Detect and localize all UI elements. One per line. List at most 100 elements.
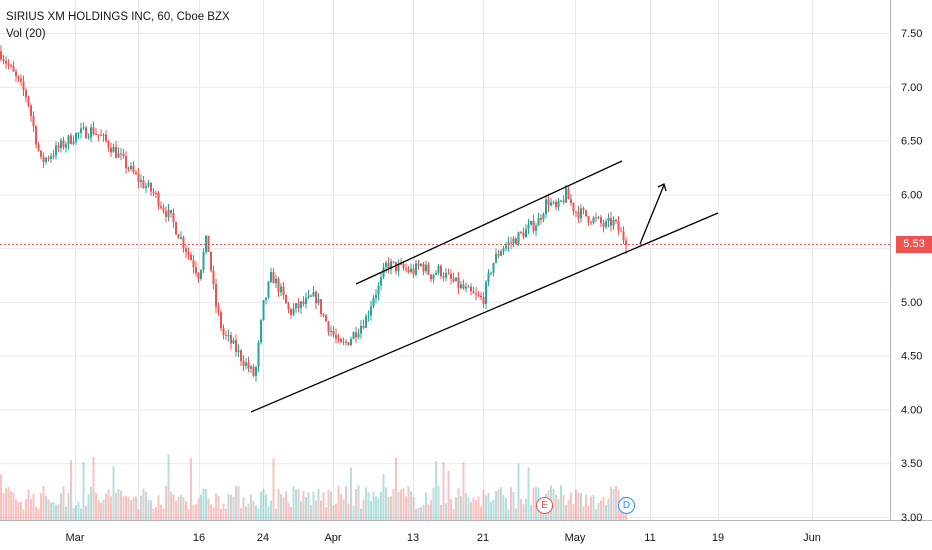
volume-bar	[505, 498, 507, 520]
volume-bar	[220, 508, 222, 520]
candle-body	[305, 297, 307, 304]
volume-bar	[210, 504, 212, 520]
volume-bar	[417, 507, 420, 520]
y-tick-label: 5.00	[901, 297, 922, 309]
candle-body	[452, 278, 455, 282]
volume-bar	[525, 498, 527, 520]
candle-body	[105, 134, 107, 142]
volume-bar	[87, 494, 90, 520]
volume-bar	[20, 501, 22, 520]
x-tick-label: 16	[193, 532, 205, 544]
candle-body	[272, 271, 275, 284]
volume-bar	[265, 494, 267, 520]
volume-bar	[175, 500, 177, 520]
candle-body	[335, 334, 337, 339]
candle-body	[77, 132, 80, 134]
volume-bar	[212, 507, 215, 520]
candle-body	[2, 59, 5, 61]
candle-body	[240, 350, 242, 361]
volume-bar	[407, 486, 410, 520]
candle-body	[227, 335, 230, 337]
candle-body	[17, 76, 20, 79]
candle-body	[477, 294, 480, 296]
y-tick-label: 6.50	[901, 136, 922, 148]
volume-bar	[30, 498, 32, 520]
volume-bar	[267, 506, 270, 520]
volume-bar	[217, 495, 220, 520]
volume-bar	[242, 497, 245, 520]
candle-body	[350, 338, 352, 345]
candle-body	[237, 350, 240, 352]
volume-bar	[70, 460, 72, 520]
volume-bar	[182, 497, 185, 520]
volume-bar	[337, 485, 340, 520]
volume-bar	[315, 500, 317, 520]
candle-body	[437, 265, 440, 273]
candle-body	[47, 157, 50, 159]
candle-body	[197, 273, 200, 279]
candle-body	[317, 299, 320, 304]
candle-body	[410, 268, 412, 273]
volume-bar	[305, 497, 307, 520]
candle-body	[547, 199, 550, 206]
volume-bar	[572, 504, 575, 520]
earnings-event-marker[interactable]: E	[536, 497, 553, 514]
volume-bar	[287, 503, 290, 520]
volume-bar	[155, 507, 157, 520]
candle-body	[117, 153, 120, 158]
volume-bar	[575, 489, 577, 520]
candle-body	[347, 342, 350, 345]
dividend-event-marker[interactable]: D	[618, 497, 635, 514]
volume-bar	[495, 491, 497, 520]
candle-body	[167, 209, 170, 217]
volume-bar	[520, 498, 522, 520]
candle-body	[575, 211, 577, 213]
volume-bar	[522, 504, 525, 520]
volume-indicator-label[interactable]: Vol (20)	[6, 28, 46, 40]
volume-bar	[397, 492, 400, 520]
volume-bar	[152, 508, 155, 520]
y-tick-label: 3.00	[901, 512, 922, 524]
volume-bar	[207, 498, 210, 520]
volume-bar	[395, 457, 397, 520]
candle-body	[5, 60, 7, 64]
volume-bar	[327, 489, 330, 520]
candle-body	[562, 200, 565, 203]
volume-bar	[137, 508, 140, 520]
volume-bar	[587, 506, 590, 520]
candle-body	[565, 188, 567, 203]
candle-body	[357, 333, 360, 338]
candle-body	[170, 209, 172, 214]
candle-body	[285, 294, 287, 304]
volume-bar	[437, 485, 440, 520]
volume-bar	[280, 494, 282, 520]
candle-body	[377, 285, 380, 295]
volume-bar	[62, 486, 65, 520]
candle-body	[480, 295, 482, 298]
candle-body	[145, 186, 147, 188]
candle-body	[625, 240, 627, 245]
candle-body	[255, 367, 257, 376]
candle-body	[27, 97, 30, 106]
volume-bar	[10, 491, 12, 520]
x-tick-label: Apr	[324, 532, 341, 544]
volume-bar	[400, 489, 402, 520]
candle-body	[352, 332, 355, 339]
candle-body	[607, 217, 610, 222]
volume-bar	[610, 486, 612, 520]
candle-body	[60, 140, 62, 148]
volume-bar	[475, 500, 477, 520]
candle-body	[525, 229, 527, 238]
volume-bar	[590, 496, 592, 520]
candle-body	[37, 144, 40, 151]
candle-body	[502, 248, 505, 252]
last-price-badge: 5.53	[896, 236, 932, 253]
volume-bar	[202, 488, 205, 520]
candle-body	[417, 263, 420, 266]
volume-bar	[47, 499, 50, 520]
candle-body	[137, 174, 140, 182]
volume-bar	[430, 499, 432, 520]
volume-bar	[95, 492, 97, 520]
volume-bar	[77, 501, 80, 520]
